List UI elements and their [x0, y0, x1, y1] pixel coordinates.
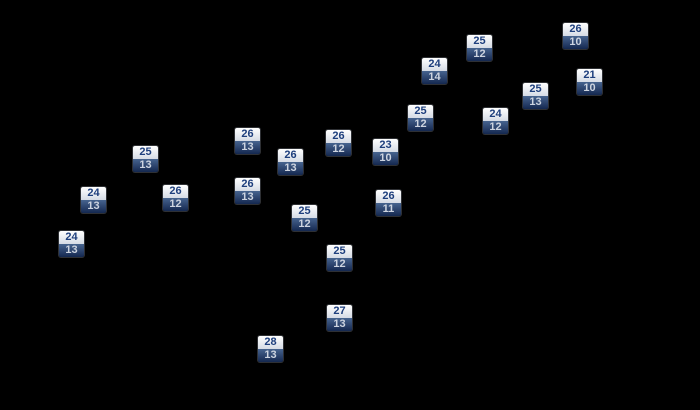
high-temp-value: 26	[278, 149, 303, 162]
high-temp-value: 26	[235, 178, 260, 191]
temperature-marker[interactable]: 25 13	[133, 146, 158, 172]
low-temp-value: 12	[327, 258, 352, 271]
high-temp-value: 21	[577, 69, 602, 82]
high-temp-value: 25	[327, 245, 352, 258]
temperature-marker[interactable]: 26 13	[278, 149, 303, 175]
low-temp-value: 12	[483, 121, 508, 134]
temperature-marker[interactable]: 25 12	[292, 205, 317, 231]
low-temp-value: 11	[376, 203, 401, 216]
low-temp-value: 14	[422, 71, 447, 84]
low-temp-value: 13	[523, 96, 548, 109]
low-temp-value: 10	[563, 36, 588, 49]
high-temp-value: 24	[59, 231, 84, 244]
low-temp-value: 13	[81, 200, 106, 213]
low-temp-value: 13	[327, 318, 352, 331]
low-temp-value: 10	[577, 82, 602, 95]
low-temp-value: 10	[373, 152, 398, 165]
high-temp-value: 26	[235, 128, 260, 141]
low-temp-value: 13	[235, 191, 260, 204]
temperature-marker[interactable]: 23 10	[373, 139, 398, 165]
low-temp-value: 12	[163, 198, 188, 211]
temperature-marker[interactable]: 25 12	[467, 35, 492, 61]
temperature-marker[interactable]: 21 10	[577, 69, 602, 95]
temperature-marker[interactable]: 25 12	[408, 105, 433, 131]
temperature-marker[interactable]: 24 13	[59, 231, 84, 257]
low-temp-value: 13	[59, 244, 84, 257]
temperature-marker[interactable]: 26 11	[376, 190, 401, 216]
low-temp-value: 12	[292, 218, 317, 231]
high-temp-value: 27	[327, 305, 352, 318]
low-temp-value: 13	[278, 162, 303, 175]
high-temp-value: 25	[292, 205, 317, 218]
temperature-marker[interactable]: 28 13	[258, 336, 283, 362]
temperature-marker[interactable]: 24 14	[422, 58, 447, 84]
temperature-marker[interactable]: 26 13	[235, 178, 260, 204]
high-temp-value: 23	[373, 139, 398, 152]
low-temp-value: 12	[408, 118, 433, 131]
high-temp-value: 26	[163, 185, 188, 198]
temperature-marker[interactable]: 25 13	[523, 83, 548, 109]
high-temp-value: 26	[376, 190, 401, 203]
low-temp-value: 12	[326, 143, 351, 156]
low-temp-value: 13	[258, 349, 283, 362]
temperature-marker[interactable]: 27 13	[327, 305, 352, 331]
high-temp-value: 24	[483, 108, 508, 121]
high-temp-value: 24	[422, 58, 447, 71]
high-temp-value: 25	[408, 105, 433, 118]
high-temp-value: 25	[467, 35, 492, 48]
temperature-marker[interactable]: 26 12	[163, 185, 188, 211]
low-temp-value: 12	[467, 48, 492, 61]
high-temp-value: 28	[258, 336, 283, 349]
temperature-marker[interactable]: 26 12	[326, 130, 351, 156]
high-temp-value: 26	[563, 23, 588, 36]
high-temp-value: 25	[523, 83, 548, 96]
high-temp-value: 26	[326, 130, 351, 143]
temperature-marker[interactable]: 26 10	[563, 23, 588, 49]
low-temp-value: 13	[133, 159, 158, 172]
temperature-marker[interactable]: 25 12	[327, 245, 352, 271]
high-temp-value: 25	[133, 146, 158, 159]
temperature-marker[interactable]: 24 13	[81, 187, 106, 213]
temperature-marker[interactable]: 26 13	[235, 128, 260, 154]
high-temp-value: 24	[81, 187, 106, 200]
temperature-marker[interactable]: 24 12	[483, 108, 508, 134]
low-temp-value: 13	[235, 141, 260, 154]
